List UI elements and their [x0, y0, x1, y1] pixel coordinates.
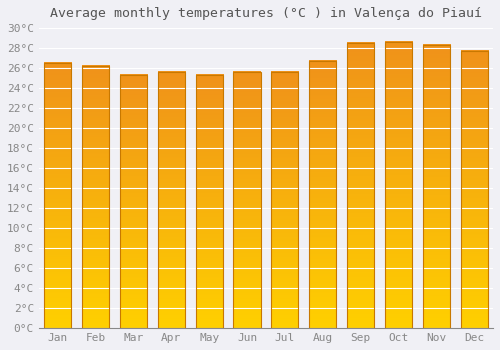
- Bar: [347, 43, 374, 328]
- Bar: [82, 66, 109, 328]
- Title: Average monthly temperatures (°C ) in Valença do Piauí: Average monthly temperatures (°C ) in Va…: [50, 7, 482, 20]
- Bar: [196, 75, 223, 328]
- Bar: [158, 72, 185, 328]
- Bar: [234, 72, 260, 328]
- Bar: [271, 72, 298, 328]
- Bar: [385, 42, 412, 328]
- Bar: [422, 45, 450, 328]
- Bar: [120, 75, 147, 328]
- Bar: [44, 63, 72, 328]
- Bar: [460, 51, 488, 328]
- Bar: [309, 61, 336, 328]
